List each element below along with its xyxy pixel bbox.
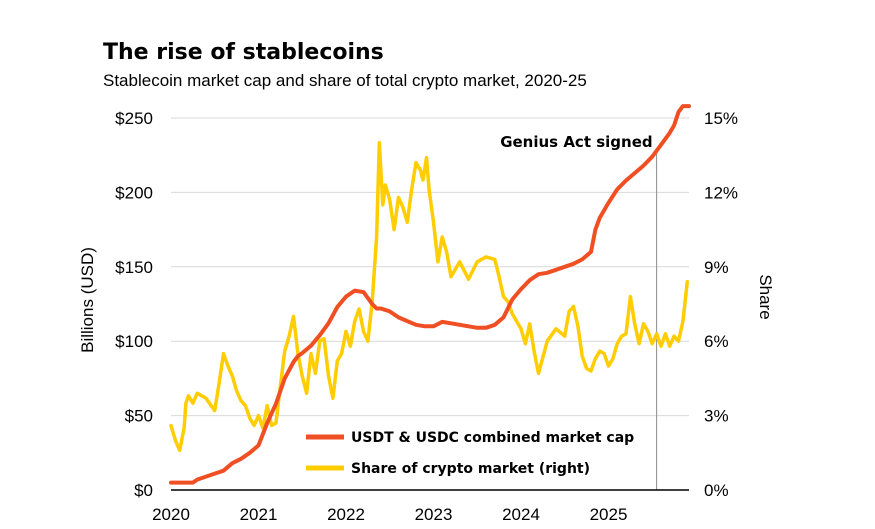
x-tick-label: 2021 bbox=[240, 505, 278, 524]
legend: USDT & USDC combined market cap Share of… bbox=[306, 430, 634, 477]
left-axis-title: Billions (USD) bbox=[78, 247, 97, 353]
legend-label-share: Share of crypto market (right) bbox=[351, 461, 590, 477]
right-tick-label: 3% bbox=[704, 407, 729, 426]
x-tick-label: 2022 bbox=[327, 505, 365, 524]
x-tick-label: 2024 bbox=[502, 505, 540, 524]
market-cap-line bbox=[169, 104, 691, 485]
left-tick-label: $250 bbox=[115, 109, 153, 128]
grid-layer bbox=[171, 117, 689, 417]
right-axis-title: Share bbox=[756, 274, 775, 319]
right-tick-label: 6% bbox=[704, 332, 729, 351]
x-tick-label: 2020 bbox=[152, 505, 190, 524]
right-tick-label: 0% bbox=[704, 481, 729, 500]
x-tick-label: 2023 bbox=[415, 505, 453, 524]
x-axis-ticks: 2020 2021 2022 2023 2024 2025 bbox=[152, 505, 627, 524]
right-axis-ticks: 0% 3% 6% 9% 12% 15% bbox=[704, 109, 738, 500]
left-tick-label: $100 bbox=[115, 332, 153, 351]
left-tick-label: $50 bbox=[125, 407, 153, 426]
chart-subtitle: Stablecoin market cap and share of total… bbox=[103, 71, 587, 90]
left-tick-label: $150 bbox=[115, 258, 153, 277]
right-tick-label: 9% bbox=[704, 258, 729, 277]
right-tick-label: 15% bbox=[704, 109, 738, 128]
left-tick-label: $200 bbox=[115, 183, 153, 202]
legend-label-market-cap: USDT & USDC combined market cap bbox=[351, 430, 634, 446]
share-line bbox=[169, 141, 690, 453]
left-tick-label: $0 bbox=[134, 481, 153, 500]
chart-title: The rise of stablecoins bbox=[103, 40, 384, 65]
x-tick-label: 2025 bbox=[590, 505, 628, 524]
series-layer bbox=[169, 104, 691, 485]
genius-act-annotation: Genius Act signed bbox=[500, 133, 652, 151]
left-axis-ticks: $0 $50 $100 $150 $200 $250 bbox=[115, 109, 153, 500]
right-tick-label: 12% bbox=[704, 183, 738, 202]
